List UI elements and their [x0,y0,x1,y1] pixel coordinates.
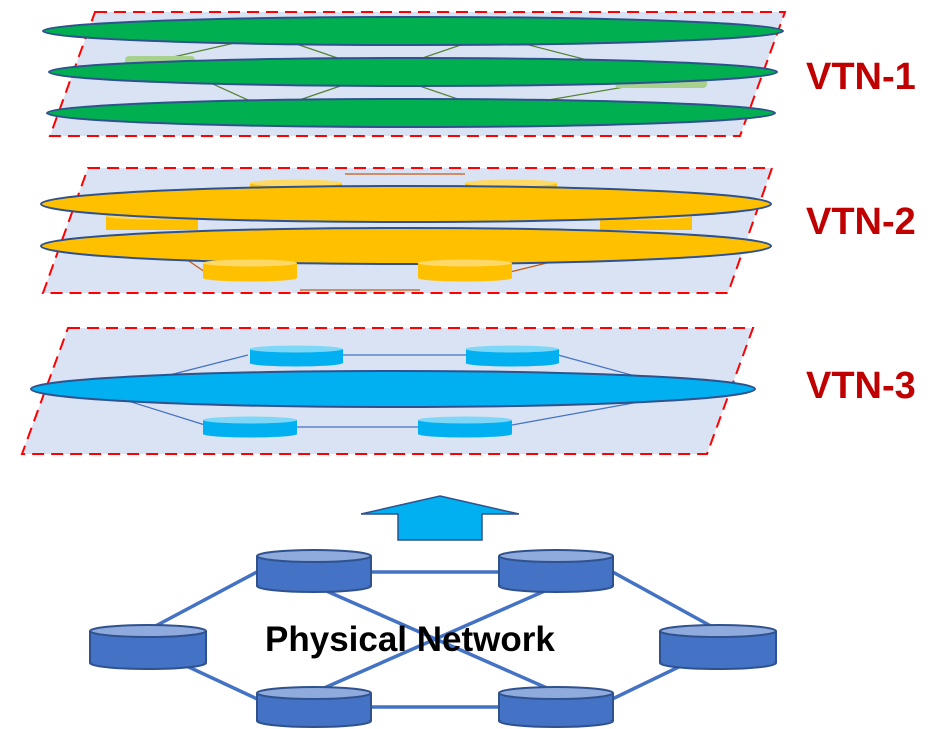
vtn-3-label: VTN-3 [806,365,916,407]
vtn-3-layer [20,327,756,455]
vtn-3-node [465,345,559,367]
vtn-2-layer [40,167,774,294]
vtn-2-node [203,259,297,282]
vtn-2-slice [40,185,772,223]
physical-network-label: Physical Network [265,620,555,659]
vtn-1-label: VTN-1 [806,56,916,98]
vtn-1-layer [42,11,787,137]
vtn-1-slice [48,57,778,87]
physical-node [89,624,207,670]
vtn-1-slice [46,98,776,128]
vtn-2-label: VTN-2 [806,201,916,243]
physical-network [89,549,777,728]
physical-node [659,624,777,670]
vtn-3-slice [30,370,756,408]
physical-node [256,686,372,728]
physical-node [256,549,372,593]
vtn-3-node [203,416,297,438]
vtn-1-slice [42,16,784,46]
vtn-2-node [418,259,512,282]
vtn-3-node [418,416,512,438]
up-arrow-icon [360,495,520,541]
vtn-3-node [249,345,343,367]
physical-node [498,686,614,728]
vtn-2-slice [40,227,772,265]
physical-node [498,549,614,593]
